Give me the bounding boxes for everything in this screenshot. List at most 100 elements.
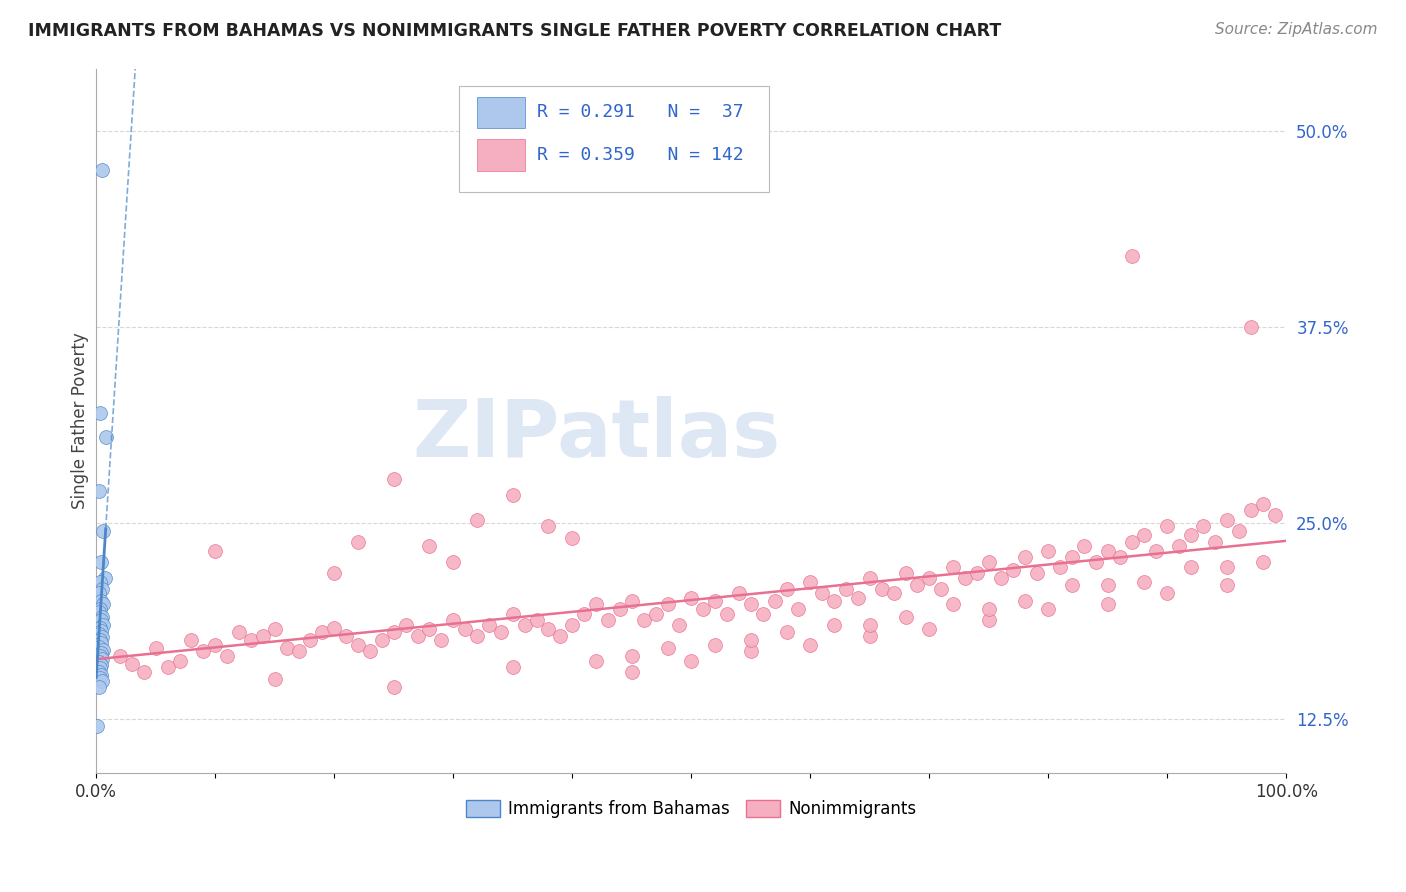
Point [90, 646, 112, 660]
Point [1108, 550, 1130, 565]
Point [692, 602, 714, 616]
Point [1062, 550, 1084, 565]
Point [89, 575, 111, 590]
Point [87, 605, 110, 619]
FancyBboxPatch shape [477, 139, 524, 170]
Point [1264, 508, 1286, 522]
Point [347, 534, 370, 549]
Point [89, 602, 111, 616]
Point [513, 617, 536, 632]
Point [859, 617, 882, 632]
Point [299, 633, 322, 648]
Point [263, 673, 285, 687]
Point [91, 617, 114, 632]
Point [644, 607, 666, 621]
Point [775, 582, 797, 596]
Point [823, 594, 845, 608]
Point [1216, 578, 1239, 592]
Point [537, 519, 560, 533]
Point [87, 627, 110, 641]
Point [108, 648, 131, 663]
Point [1049, 559, 1071, 574]
Point [87, 484, 110, 499]
Point [596, 613, 619, 627]
Point [91, 524, 114, 538]
Point [1014, 594, 1036, 608]
Point [382, 680, 405, 694]
Point [359, 644, 381, 658]
Point [799, 638, 821, 652]
Point [382, 472, 405, 486]
Legend: Immigrants from Bahamas, Nonimmigrants: Immigrants from Bahamas, Nonimmigrants [460, 794, 922, 825]
Point [1097, 544, 1119, 558]
Point [751, 607, 773, 621]
Point [1073, 539, 1095, 553]
Point [894, 566, 917, 580]
Point [371, 633, 394, 648]
Point [1085, 555, 1108, 569]
Text: ZIPatlas: ZIPatlas [412, 396, 780, 474]
Point [620, 594, 643, 608]
Point [1132, 575, 1154, 590]
Point [763, 594, 786, 608]
Point [870, 582, 893, 596]
Point [91, 163, 114, 178]
Point [90, 613, 112, 627]
Point [859, 571, 882, 585]
Point [90, 624, 112, 638]
Point [217, 648, 239, 663]
Point [94, 430, 117, 444]
Point [883, 586, 905, 600]
Point [966, 566, 988, 580]
Point [657, 641, 679, 656]
Point [478, 617, 501, 632]
Point [929, 582, 952, 596]
Point [907, 578, 929, 592]
Point [977, 602, 1000, 616]
Point [87, 640, 110, 654]
Point [89, 633, 111, 648]
Point [204, 638, 226, 652]
Point [1251, 555, 1274, 569]
Point [942, 559, 965, 574]
Point [977, 613, 1000, 627]
Point [132, 665, 155, 679]
Point [441, 555, 464, 569]
Point [89, 648, 111, 663]
Point [561, 532, 583, 546]
Point [90, 555, 112, 569]
Point [1025, 566, 1047, 580]
Point [430, 633, 453, 648]
Point [311, 625, 333, 640]
Point [1121, 250, 1143, 264]
Point [395, 617, 418, 632]
Text: IMMIGRANTS FROM BAHAMAS VS NONIMMIGRANTS SINGLE FATHER POVERTY CORRELATION CHART: IMMIGRANTS FROM BAHAMAS VS NONIMMIGRANTS… [28, 22, 1001, 40]
Point [681, 591, 703, 605]
Point [787, 602, 810, 616]
Point [335, 629, 357, 643]
Point [1227, 524, 1250, 538]
Point [89, 406, 111, 420]
Point [918, 623, 941, 637]
Point [620, 665, 643, 679]
Point [121, 657, 143, 671]
Point [89, 621, 111, 635]
Point [418, 539, 440, 553]
Point [252, 629, 274, 643]
Point [918, 571, 941, 585]
Point [90, 667, 112, 681]
Point [585, 654, 607, 668]
Point [977, 555, 1000, 569]
Point [1121, 534, 1143, 549]
Point [89, 661, 111, 675]
Point [704, 638, 727, 652]
Point [633, 613, 655, 627]
Point [657, 597, 679, 611]
Point [502, 487, 524, 501]
Point [609, 602, 631, 616]
Point [465, 629, 488, 643]
Point [323, 621, 346, 635]
Point [1001, 563, 1024, 577]
Point [668, 617, 690, 632]
Point [1132, 528, 1154, 542]
